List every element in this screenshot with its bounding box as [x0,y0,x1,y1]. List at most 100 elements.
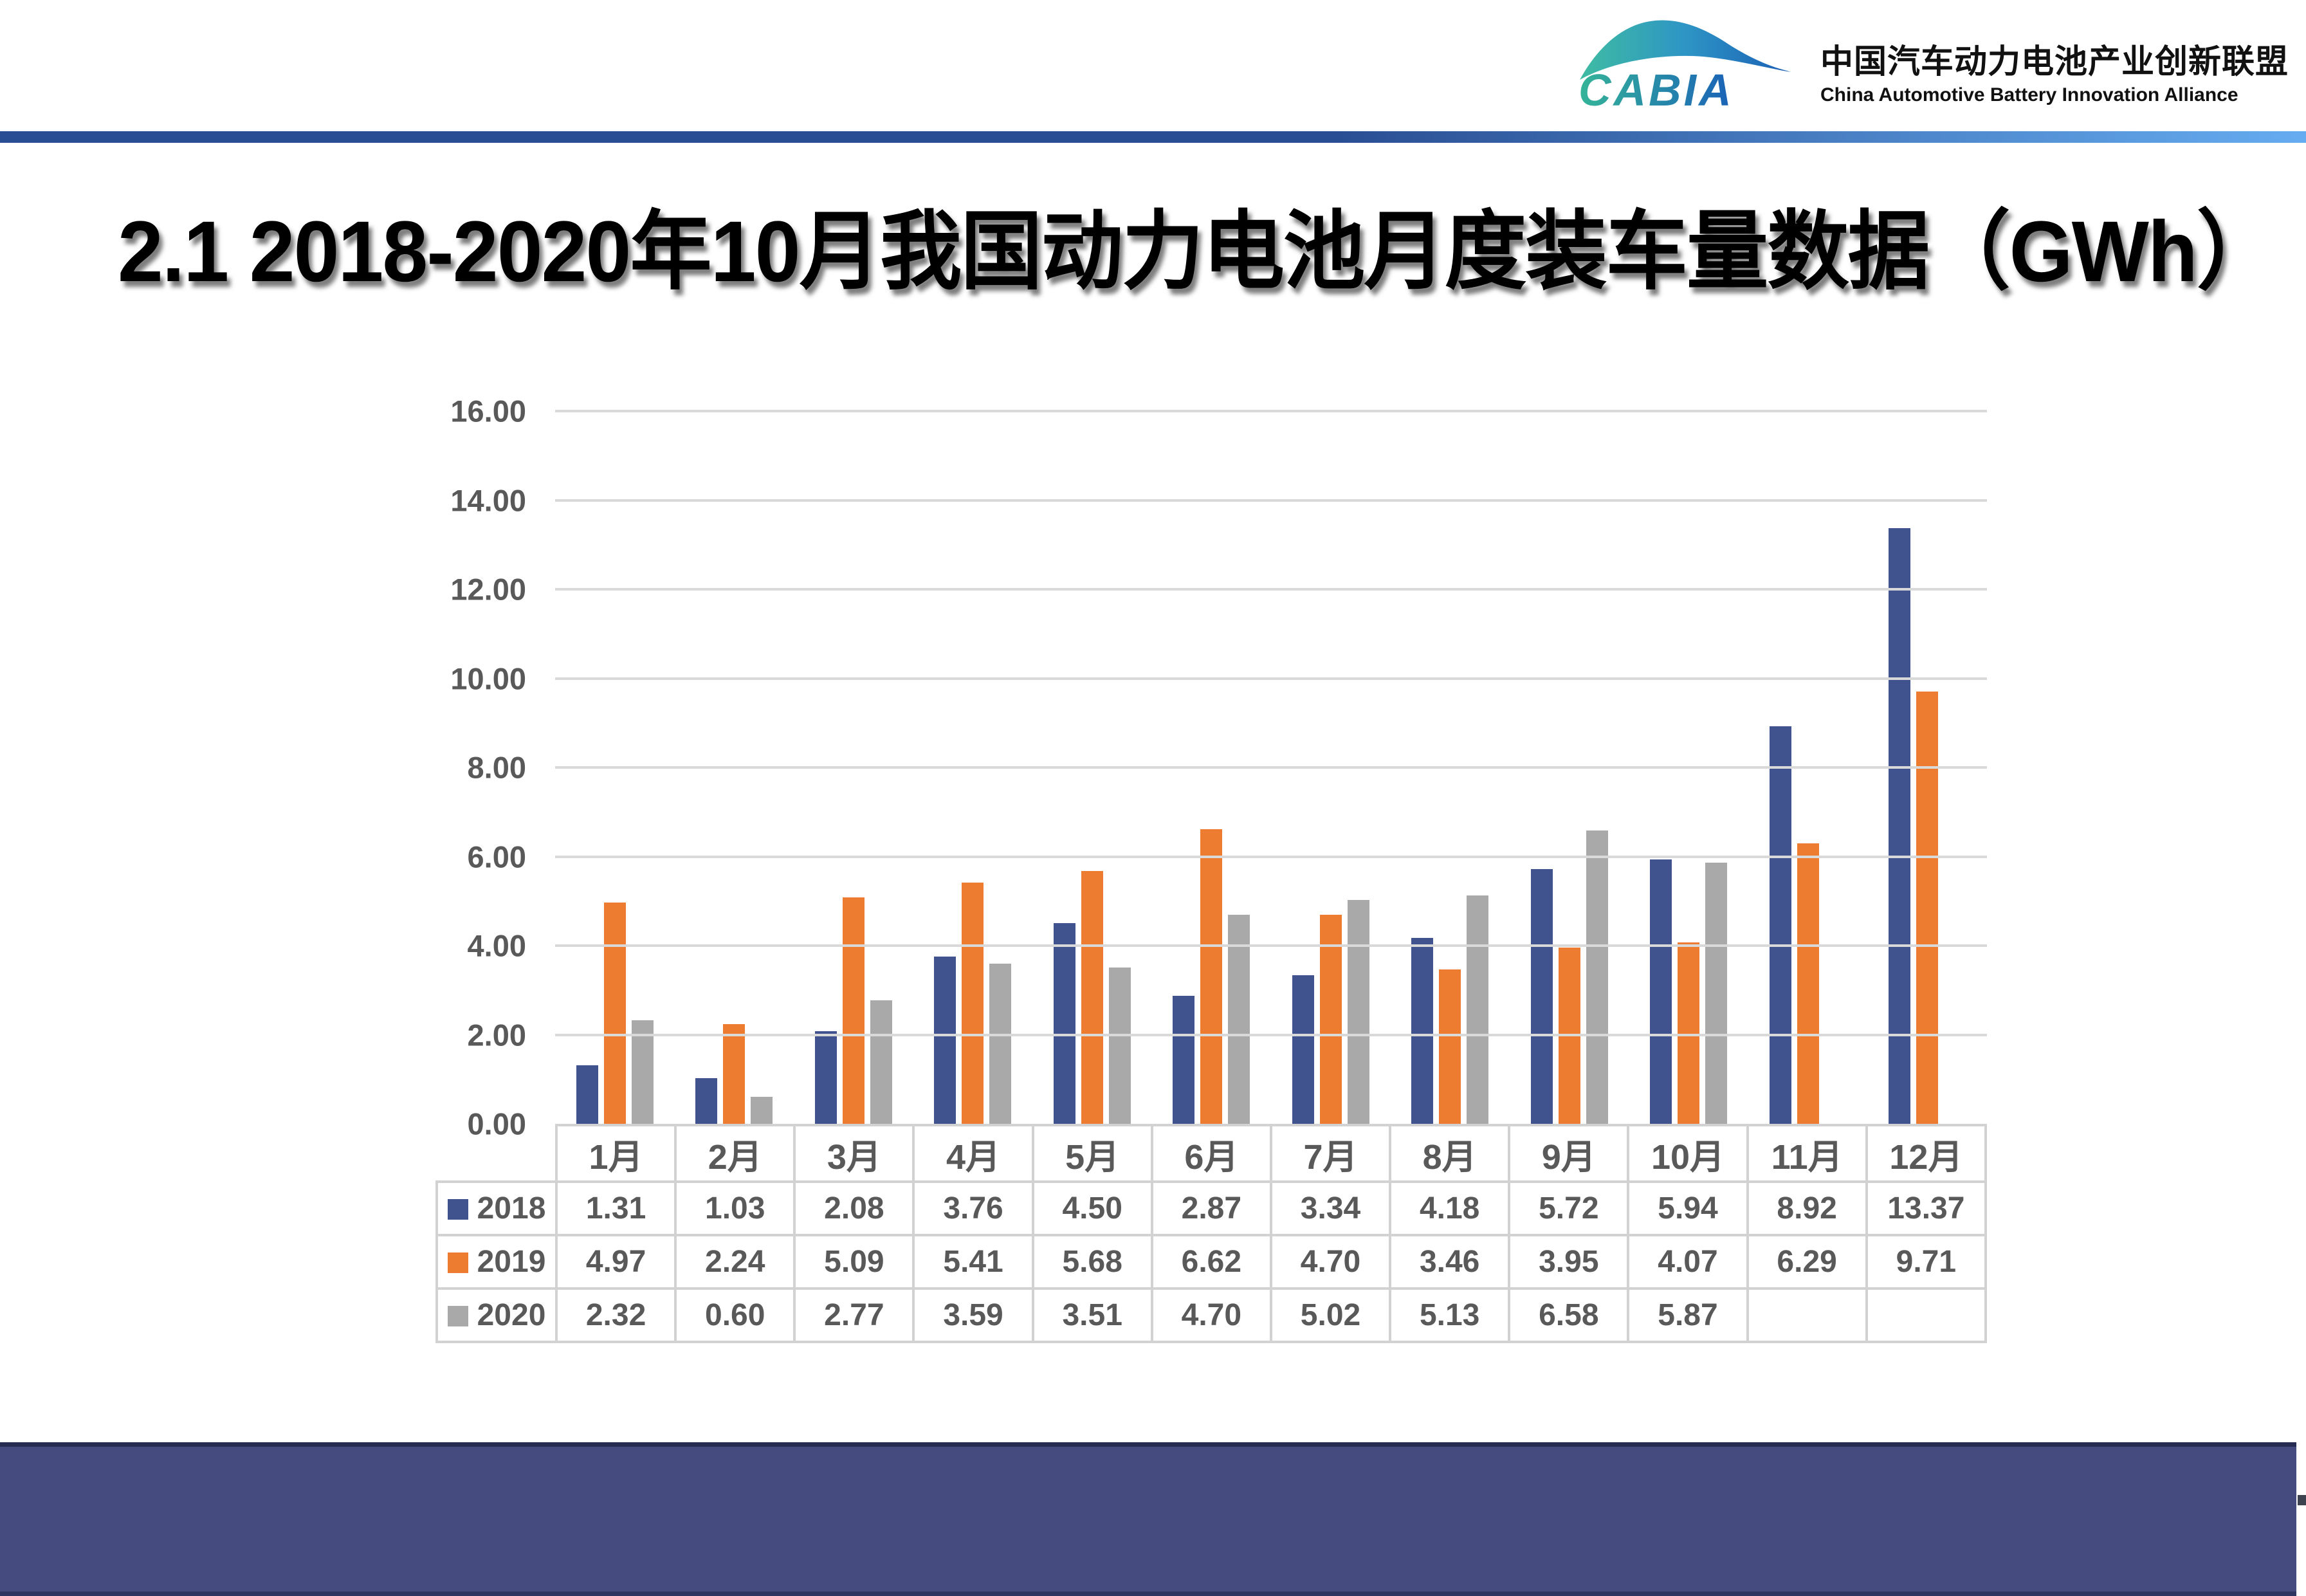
bar-2018 [1769,726,1791,1124]
value-cell: 3.59 [912,1287,1034,1343]
value-cell [1865,1287,1988,1343]
value-cell: 5.09 [793,1234,915,1290]
bar-2020 [1586,830,1608,1124]
value-cell: 6.29 [1746,1234,1868,1290]
plot-area: 0.00 2.00 4.00 6.00 8.00 10.00 12.00 14.00 16.00 [450,396,1987,1139]
gridline [555,766,1987,769]
value-cell: 4.18 [1389,1180,1511,1236]
bar-group [1271,411,1391,1124]
logo-block: CABIA 中国汽车动力电池产业创新联盟 China Automotive Ba… [1575,4,2289,115]
table-body: 1月 2月 3月 4月 5月 6月 7月 8月 9月 10月 11月 12月 2018 1.31 1.03 2… [435,1124,1988,1343]
bar-groups [555,411,1987,1124]
series-year-label: 2020 [477,1298,546,1332]
y-axis-label: 0.00 [467,1106,526,1141]
value-cell: 5.13 [1389,1287,1511,1343]
bar-2018 [1650,859,1672,1124]
bar-2019 [1319,914,1342,1124]
y-axis-label: 16.00 [450,394,526,428]
y-axis-label: 6.00 [467,839,526,874]
value-cell: 2.77 [793,1287,915,1343]
value-cell: 4.50 [1031,1180,1153,1236]
value-cell: 6.58 [1508,1287,1630,1343]
legend-swatch-2018 [447,1199,468,1220]
legend-swatch-2020 [447,1306,468,1326]
month-header-cell: 8月 [1389,1124,1511,1183]
bar-2019 [723,1023,746,1124]
legend-cell-2020: 2020 [435,1287,558,1343]
bar-2020 [1108,967,1131,1124]
logo-text-block: 中国汽车动力电池产业创新联盟 China Automotive Battery … [1820,4,2289,106]
month-header-cell: 2月 [674,1124,796,1183]
value-cell: 4.97 [554,1234,677,1290]
value-cell: 13.37 [1865,1180,1988,1236]
logo-name-en: China Automotive Battery Innovation Alli… [1820,84,2238,106]
value-cell: 2.08 [793,1180,915,1236]
bar-2019 [1797,843,1819,1124]
bar-group [1868,411,1988,1124]
table-header-row: 1月 2月 3月 4月 5月 6月 7月 8月 9月 10月 11月 12月 [437,1124,1988,1183]
bar-group [675,411,794,1124]
gridline [555,677,1987,680]
gridline [555,944,1987,947]
bar-2020 [751,1097,773,1124]
value-cell: 4.07 [1627,1234,1749,1290]
bar-2018 [1053,923,1075,1124]
logo-swoosh [1580,20,1791,80]
bar-2019 [1439,969,1461,1124]
bar-2020 [631,1020,654,1124]
month-header-cell: 4月 [912,1124,1034,1183]
month-header-cell: 10月 [1627,1124,1749,1183]
series-year-label: 2019 [477,1245,546,1279]
table-row-2019: 2019 4.97 2.24 5.09 5.41 5.68 6.62 4.70 3.46 3.95… [435,1234,1988,1290]
legend-swatch-2019 [447,1252,468,1273]
bar-2018 [1889,528,1911,1124]
legend-cell-2019: 2019 [435,1234,558,1290]
bar-2018 [695,1078,718,1124]
bar-group [794,411,913,1124]
bar-2019 [1916,691,1939,1124]
value-cell: 6.62 [1150,1234,1272,1290]
gridline [555,410,1987,412]
month-header-cell: 7月 [1269,1124,1392,1183]
bar-2018 [1292,975,1314,1124]
value-cell: 8.92 [1746,1180,1868,1236]
value-cell: 1.03 [674,1180,796,1236]
bar-2020 [1228,914,1250,1124]
logo-name-cn: 中国汽车动力电池产业创新联盟 [1820,43,2289,80]
month-header-cell: 1月 [554,1124,677,1183]
gridline [555,855,1987,858]
value-cell: 2.32 [554,1287,677,1343]
y-axis-label: 4.00 [467,928,526,963]
bar-2018 [1173,996,1195,1124]
bar-2020 [1467,895,1489,1124]
logo-abbr-text: CABIA [1579,65,1734,115]
bar-group [1629,411,1749,1124]
cabia-logo-icon: CABIA [1579,20,1791,115]
bar-2019 [1081,870,1103,1124]
bar-2019 [603,902,626,1124]
bar-2020 [989,964,1012,1124]
month-header-cell: 6月 [1150,1124,1272,1183]
series-year-label: 2018 [477,1191,546,1225]
page-edge-mark [2298,1495,2306,1505]
value-cell: 3.76 [912,1180,1034,1236]
bar-2019 [842,897,865,1124]
header-divider-rule [0,131,2306,143]
y-axis-label: 12.00 [450,572,526,607]
bar-2018 [814,1031,837,1124]
y-axis-label: 8.00 [467,750,526,785]
bar-2018 [576,1065,598,1124]
value-cell: 5.72 [1508,1180,1630,1236]
value-cell: 0.60 [674,1287,796,1343]
value-cell: 3.95 [1508,1234,1630,1290]
value-cell: 5.41 [912,1234,1034,1290]
bar-2020 [1705,862,1728,1124]
value-cell: 9.71 [1865,1234,1988,1290]
value-cell: 5.87 [1627,1287,1749,1343]
value-cell: 5.02 [1269,1287,1392,1343]
value-cell: 3.34 [1269,1180,1392,1236]
bar-2018 [1530,868,1553,1124]
month-header-cell: 5月 [1031,1124,1153,1183]
bar-2020 [870,1000,892,1124]
value-cell: 4.70 [1150,1287,1272,1343]
